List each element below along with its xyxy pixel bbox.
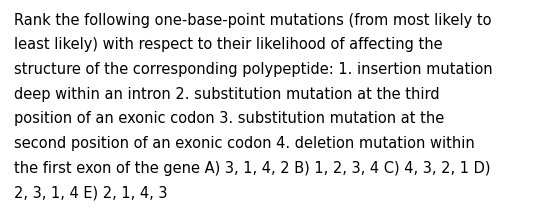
Text: the first exon of the gene A) 3, 1, 4, 2 B) 1, 2, 3, 4 C) 4, 3, 2, 1 D): the first exon of the gene A) 3, 1, 4, 2… (13, 161, 490, 176)
Text: least likely) with respect to their likelihood of affecting the: least likely) with respect to their like… (13, 37, 442, 52)
Text: Rank the following one-base-point mutations (from most likely to: Rank the following one-base-point mutati… (13, 13, 491, 28)
Text: structure of the corresponding polypeptide: 1. insertion mutation: structure of the corresponding polypepti… (13, 62, 492, 77)
Text: 2, 3, 1, 4 E) 2, 1, 4, 3: 2, 3, 1, 4 E) 2, 1, 4, 3 (13, 185, 167, 200)
Text: deep within an intron 2. substitution mutation at the third: deep within an intron 2. substitution mu… (13, 87, 439, 102)
Text: position of an exonic codon 3. substitution mutation at the: position of an exonic codon 3. substitut… (13, 111, 444, 126)
Text: second position of an exonic codon 4. deletion mutation within: second position of an exonic codon 4. de… (13, 136, 474, 151)
